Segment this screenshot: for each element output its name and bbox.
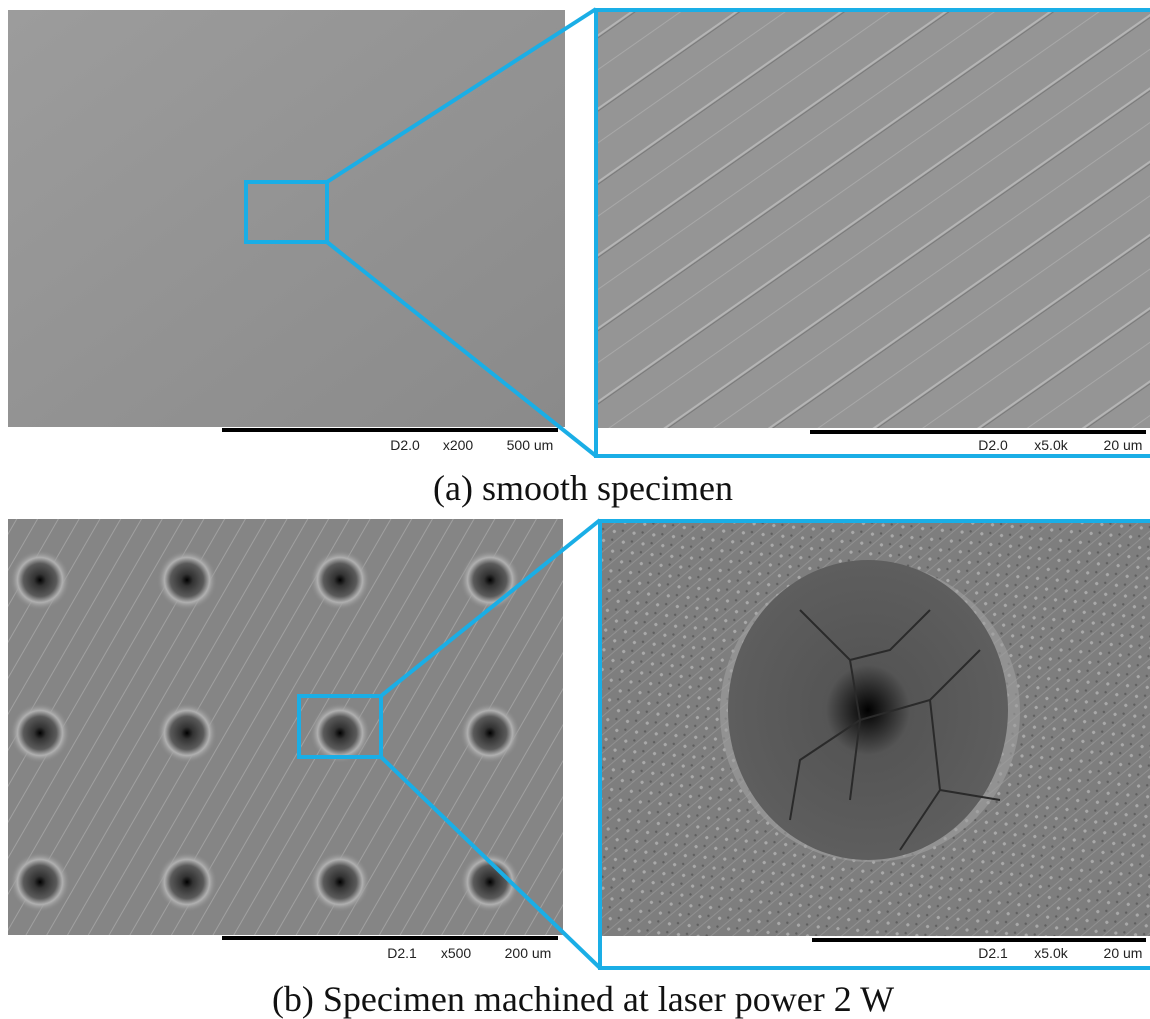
magnification: x5.0k xyxy=(1034,945,1068,961)
detector: D2.1 xyxy=(978,945,1008,961)
detector: D2.0 xyxy=(978,437,1008,453)
crater xyxy=(460,703,520,763)
caption: (b) Specimen machined at laser power 2 W xyxy=(272,979,894,1019)
scale-bar xyxy=(222,936,558,940)
scale-bar xyxy=(812,938,1146,942)
scale-length: 20 um xyxy=(1104,437,1143,453)
magnification: x5.0k xyxy=(1034,437,1068,453)
crater xyxy=(310,852,370,912)
scale-length: 20 um xyxy=(1104,945,1143,961)
magnification: x500 xyxy=(441,945,472,961)
crater xyxy=(310,550,370,610)
crater xyxy=(460,550,520,610)
scale-bar xyxy=(222,428,558,432)
crater xyxy=(157,703,217,763)
crater xyxy=(10,852,70,912)
scale-length: 200 um xyxy=(505,945,552,961)
detector: D2.0 xyxy=(390,437,420,453)
figure: D2.0 x200 500 um D2.0 x5.0k 20 um (a) sm… xyxy=(0,0,1150,1019)
scale-length: 500 um xyxy=(507,437,554,453)
detector: D2.1 xyxy=(387,945,417,961)
crater xyxy=(157,852,217,912)
crater xyxy=(10,550,70,610)
scale-bar xyxy=(810,430,1146,434)
crater xyxy=(157,550,217,610)
melt-pool xyxy=(728,560,1008,860)
magnification: x200 xyxy=(443,437,474,453)
caption: (a) smooth specimen xyxy=(433,468,733,508)
sem-image xyxy=(598,12,1150,428)
crater xyxy=(10,703,70,763)
crater xyxy=(310,703,370,763)
